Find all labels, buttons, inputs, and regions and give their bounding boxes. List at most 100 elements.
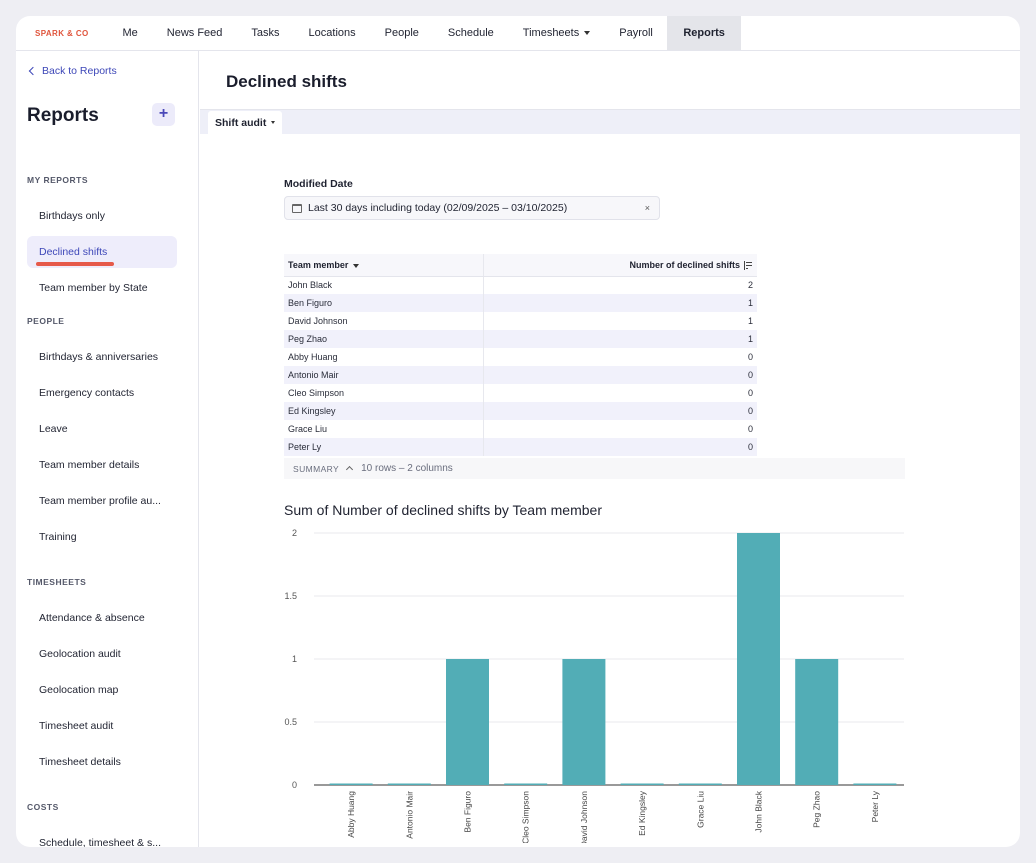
cell-declined-shifts: 0 (747, 352, 753, 362)
table-row: Ben Figuro 1 (284, 294, 757, 312)
x-tick-label: Peg Zhao (812, 791, 822, 828)
annotation-underline (36, 262, 114, 266)
chart-bar (562, 659, 606, 785)
chart-bar (329, 783, 373, 785)
cell-team-member: Abby Huang (284, 348, 484, 366)
cell-team-member: Ed Kingsley (284, 402, 484, 420)
sidebar: Back to Reports Reports + MY REPORTS Bir… (16, 51, 199, 847)
chevron-down-icon (584, 31, 591, 35)
date-filter[interactable]: Last 30 days including today (02/09/2025… (284, 196, 660, 220)
table-row: Grace Liu 0 (284, 420, 757, 438)
chevron-left-icon (28, 66, 38, 76)
y-tick-label: 0 (292, 780, 297, 790)
nav-news-feed[interactable]: News Feed (166, 27, 223, 39)
table-row: Ed Kingsley 0 (284, 402, 757, 420)
cell-declined-shifts: 0 (747, 424, 753, 434)
sort-icon[interactable] (744, 260, 752, 270)
app-window: SPARK & CO Me News Feed Tasks Locations … (16, 16, 1020, 847)
sidebar-item-geolocation-audit[interactable]: Geolocation audit (39, 648, 121, 660)
cell-declined-shifts: 2 (747, 280, 753, 291)
cell-team-member: Cleo Simpson (284, 384, 484, 402)
section-costs: COSTS (27, 802, 59, 812)
table-row: John Black 2 (284, 276, 757, 294)
column-header-team-member[interactable]: Team member (284, 254, 484, 277)
tab-shift-audit-label: Shift audit (215, 116, 267, 129)
table-row: Peter Ly 0 (284, 438, 757, 456)
sidebar-item-timesheet-audit[interactable]: Timesheet audit (39, 720, 114, 732)
table-row: Cleo Simpson 0 (284, 384, 757, 402)
sidebar-item-birthdays-only[interactable]: Birthdays only (39, 210, 105, 222)
nav-people[interactable]: People (384, 27, 419, 39)
tab-shift-audit[interactable]: Shift audit (208, 111, 283, 134)
sidebar-item-birthdays-anniversaries[interactable]: Birthdays & anniversaries (39, 351, 159, 363)
column-header-label: Team member (288, 259, 349, 270)
cell-declined-shifts: 1 (483, 294, 757, 312)
back-to-reports-link[interactable]: Back to Reports (28, 65, 117, 77)
sidebar-item-team-member-profile-audit[interactable]: Team member profile au... (39, 495, 161, 507)
brand-logo[interactable]: SPARK & CO (35, 28, 89, 38)
section-timesheets: TIMESHEETS (27, 577, 87, 587)
table-row: Abby Huang 0 (284, 348, 757, 366)
x-tick-label: Ben Figuro (463, 791, 473, 833)
cell-declined-shifts: 1 (483, 330, 757, 348)
nav-locations[interactable]: Locations (308, 27, 356, 39)
sidebar-item-team-member-by-state[interactable]: Team member by State (39, 282, 148, 294)
chart-bar (795, 659, 839, 785)
cell-team-member: Antonio Mair (284, 366, 484, 384)
nav-me[interactable]: Me (122, 27, 138, 39)
sidebar-item-emergency-contacts[interactable]: Emergency contacts (39, 387, 135, 399)
chart-bar (737, 533, 780, 785)
nav-timesheets[interactable]: Timesheets (508, 16, 604, 50)
sidebar-item-schedule-timesheet-costs[interactable]: Schedule, timesheet & s... (39, 837, 161, 847)
sidebar-item-attendance-absence[interactable]: Attendance & absence (39, 612, 145, 624)
cell-declined-shifts: 0 (483, 402, 757, 420)
nav-reports[interactable]: Reports (667, 16, 741, 50)
chevron-down-icon (353, 263, 360, 268)
x-tick-label: John Black (754, 790, 764, 832)
date-filter-value: Last 30 days including today (02/09/2025… (308, 202, 568, 214)
report-table: Team member Number of declined shifts Jo… (284, 254, 757, 456)
sidebar-item-training[interactable]: Training (39, 531, 77, 543)
y-tick-label: 2 (292, 528, 297, 538)
cell-team-member: David Johnson (284, 312, 484, 330)
chart-bar (504, 783, 548, 785)
cell-team-member: Grace Liu (284, 420, 484, 438)
table-row: Antonio Mair 0 (284, 366, 757, 384)
x-tick-label: Grace Liu (695, 791, 705, 828)
sidebar-item-timesheet-details[interactable]: Timesheet details (39, 756, 121, 768)
sidebar-item-geolocation-map[interactable]: Geolocation map (39, 684, 119, 696)
x-tick-label: David Johnson (579, 791, 589, 843)
sidebar-title: Reports (27, 105, 99, 126)
calendar-icon (292, 203, 302, 213)
back-label: Back to Reports (42, 65, 117, 77)
chart-bar (853, 783, 897, 785)
page-title: Declined shifts (226, 72, 347, 91)
filter-label: Modified Date (284, 178, 353, 190)
cell-team-member: John Black (284, 276, 484, 294)
cell-declined-shifts: 0 (747, 388, 753, 398)
y-tick-label: 1 (292, 654, 297, 664)
main-content: Declined shifts Shift audit Modified Dat… (200, 51, 1020, 847)
bar-chart: 0 0.5 1 1.5 2 Abby Huang Antonio Mair Ben Figur… (284, 528, 904, 843)
cell-team-member: Peg Zhao (284, 330, 484, 348)
clear-filter-icon[interactable]: × (644, 203, 650, 213)
cell-declined-shifts: 0 (483, 366, 757, 384)
table-summary[interactable]: SUMMARY 10 rows – 2 columns (284, 458, 905, 479)
add-report-button[interactable]: + (152, 103, 175, 126)
x-tick-label: Peter Ly (870, 790, 880, 822)
sidebar-item-team-member-details[interactable]: Team member details (39, 459, 140, 471)
column-header-label: Number of declined shifts (629, 259, 740, 270)
nav-timesheets-label: Timesheets (522, 27, 580, 39)
chart-bar (620, 783, 664, 785)
sidebar-item-leave[interactable]: Leave (39, 423, 68, 435)
nav-schedule[interactable]: Schedule (447, 27, 494, 39)
nav-payroll[interactable]: Payroll (619, 27, 653, 39)
cell-team-member: Ben Figuro (284, 294, 484, 312)
column-header-declined-shifts[interactable]: Number of declined shifts (483, 254, 757, 277)
table-row: Peg Zhao 1 (284, 330, 757, 348)
nav-tasks[interactable]: Tasks (251, 27, 280, 39)
cell-declined-shifts: 1 (747, 316, 753, 326)
top-nav: SPARK & CO Me News Feed Tasks Locations … (16, 16, 1020, 51)
y-tick-label: 1.5 (284, 591, 297, 601)
report-tab-bar: Shift audit (200, 109, 1020, 134)
